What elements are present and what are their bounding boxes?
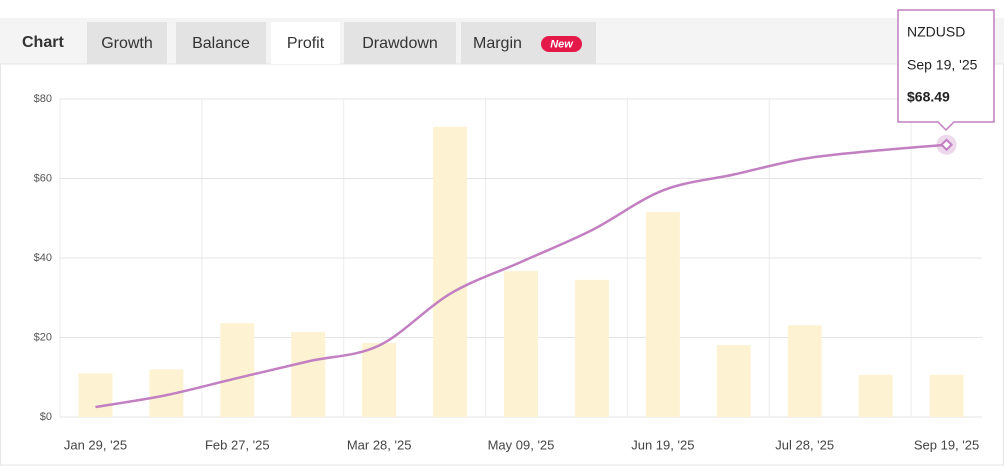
y-tick-label: $40 (34, 252, 52, 264)
line (95, 143, 947, 409)
tab[interactable] (87, 22, 167, 64)
bar (645, 211, 680, 417)
y-tick-label: $80 (34, 93, 52, 105)
x-tick-label: Jul 28, '25 (775, 437, 834, 452)
y-tick-label: $60 (34, 172, 52, 184)
x-tick-label: Sep 19, '25 (914, 437, 979, 452)
bar (78, 373, 113, 417)
x-tick-label: Mar 28, '25 (347, 437, 412, 452)
bar (574, 279, 609, 417)
y-tick-label: $0 (40, 411, 52, 423)
tooltip-series: NZDUSD (907, 24, 965, 40)
x-tick-label: Jun 19, '25 (631, 437, 694, 452)
x-tick-label: Feb 27, '25 (205, 437, 270, 452)
bar (787, 325, 822, 417)
tooltip-date: Sep 19, '25 (907, 57, 978, 73)
y-tick-label: $20 (34, 331, 52, 343)
tooltip-value: $68.49 (907, 89, 950, 105)
tab-label[interactable]: Profit (287, 35, 325, 52)
tab[interactable] (176, 22, 266, 64)
tooltip (897, 9, 995, 132)
tab[interactable] (271, 22, 340, 64)
x-tick-label: May 09, '25 (488, 437, 555, 452)
point-marker (940, 138, 953, 152)
bar (716, 345, 751, 417)
tab-label[interactable]: Drawdown (362, 35, 438, 52)
bar (504, 271, 538, 417)
bar (929, 374, 964, 417)
bar (858, 374, 893, 417)
new-badge-label: New (550, 38, 574, 50)
tab-label[interactable]: Growth (101, 35, 153, 52)
tab-label[interactable]: Balance (192, 35, 250, 52)
bar (220, 323, 255, 417)
bar (291, 331, 326, 417)
x-tick-label: Jan 29, '25 (64, 437, 127, 452)
chart-label: Chart (22, 34, 64, 51)
bar (362, 343, 397, 417)
tab-label[interactable]: Margin (473, 35, 522, 52)
bar (433, 126, 468, 417)
tab[interactable] (344, 22, 456, 64)
new-badge (541, 36, 582, 52)
